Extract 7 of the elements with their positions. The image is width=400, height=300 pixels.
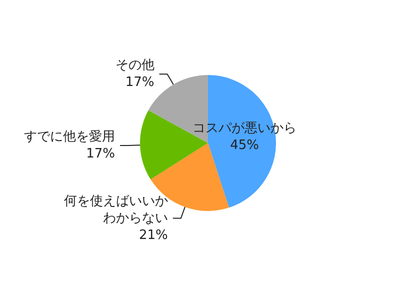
data-label: 17% [86, 146, 116, 162]
data-label: 21% [138, 228, 168, 243]
slice-label: その他 [115, 58, 154, 74]
data-label: 17% [125, 75, 154, 90]
data-label: 45% [230, 138, 259, 154]
slice-label: 何を使えばいいかわからない [64, 194, 168, 226]
slice-label: すでに他を愛用 [24, 130, 116, 145]
